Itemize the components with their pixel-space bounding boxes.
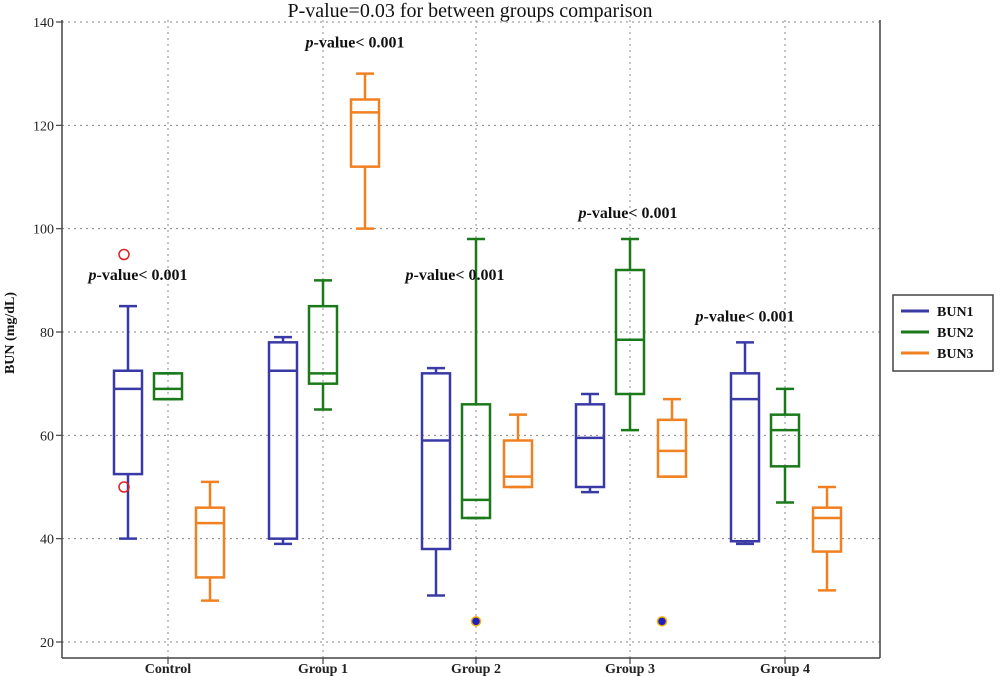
box-bun2-control	[152, 372, 184, 401]
p-value-annotation: p-value< 0.001	[694, 309, 795, 326]
y-tick-label: 60	[40, 429, 54, 444]
outlier-point	[470, 616, 482, 627]
y-tick-label: 100	[33, 223, 54, 238]
legend: BUN1 BUN2 BUN3	[892, 294, 994, 372]
grid-lines	[62, 20, 880, 658]
y-tick-label: 40	[40, 533, 54, 548]
box-bun2-group-1	[307, 279, 339, 411]
p-value-annotation: p-value< 0.001	[577, 205, 678, 222]
box-iqr	[729, 372, 761, 543]
p-value-text: -value< 0.001	[97, 267, 188, 284]
outlier-point	[118, 248, 130, 261]
box-iqr	[267, 341, 299, 540]
x-tick-label: Group 4	[760, 662, 810, 676]
box-bun1-group-3	[574, 392, 606, 494]
x-tick-label: Group 3	[605, 662, 655, 676]
box-bun3-group-3	[656, 397, 688, 478]
chart-title: P-value=0.03 for between groups comparis…	[287, 0, 652, 22]
box-iqr	[460, 403, 492, 520]
p-value-text: -value< 0.001	[587, 205, 678, 222]
box-bun3-group-4	[811, 485, 843, 592]
box-bun3-group-1	[349, 72, 381, 230]
boxes-group	[112, 72, 843, 627]
box-bun2-group-2	[460, 237, 492, 520]
box-iqr	[614, 268, 646, 396]
p-letter: p	[694, 309, 704, 326]
box-iqr	[194, 506, 226, 579]
box-bun2-group-4	[769, 387, 801, 504]
box-iqr	[307, 304, 339, 385]
p-value-annotation: p-value< 0.001	[404, 267, 505, 284]
box-iqr	[152, 372, 184, 401]
legend-label: BUN1	[937, 305, 974, 320]
box-iqr	[349, 98, 381, 168]
box-bun1-control	[112, 304, 144, 540]
box-iqr	[112, 369, 144, 476]
y-tick-label: 120	[33, 119, 54, 134]
p-letter: p	[404, 267, 414, 284]
p-value-text: -value< 0.001	[414, 267, 505, 284]
box-iqr	[502, 439, 534, 489]
x-tick-label: Group 2	[451, 662, 501, 676]
y-axis-label: BUN (mg/dL)	[3, 292, 18, 374]
box-bun3-group-2	[502, 413, 534, 489]
x-tick-label: Control	[145, 662, 192, 676]
p-value-annotation: p-value< 0.001	[87, 267, 188, 284]
y-tick-label: 20	[40, 636, 54, 651]
p-letter: p	[577, 205, 587, 222]
box-iqr	[574, 403, 606, 489]
box-bun1-group-4	[729, 341, 761, 546]
box-bun2-group-3	[614, 237, 646, 432]
legend-label: BUN3	[937, 347, 974, 362]
box-bun1-group-2	[420, 366, 452, 597]
p-value-annotation: p-value< 0.001	[304, 35, 405, 52]
p-value-text: -value< 0.001	[314, 35, 405, 52]
y-tick-label: 140	[33, 16, 54, 31]
box-bun1-group-1	[267, 335, 299, 546]
box-iqr	[420, 372, 452, 551]
y-tick-label: 80	[40, 326, 54, 341]
outlier-point	[656, 616, 668, 627]
p-letter: p	[87, 267, 97, 284]
p-value-text: -value< 0.001	[704, 309, 795, 326]
axes: 20 40 60 80 100 120 140 Control Group 1 Group 2 Gr…	[33, 16, 881, 676]
box-iqr	[656, 418, 688, 478]
box-iqr	[769, 413, 801, 468]
p-letter: p	[304, 35, 314, 52]
x-tick-label: Group 1	[298, 662, 348, 676]
box-iqr	[811, 506, 843, 553]
legend-label: BUN2	[937, 326, 974, 341]
outlier-point	[118, 481, 130, 493]
box-bun3-control	[194, 480, 226, 602]
